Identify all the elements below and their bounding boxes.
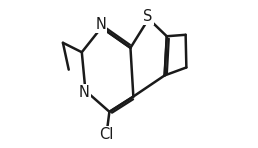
- Text: N: N: [79, 85, 90, 100]
- Text: N: N: [95, 17, 106, 32]
- Text: S: S: [143, 9, 153, 24]
- Text: Cl: Cl: [99, 127, 113, 142]
